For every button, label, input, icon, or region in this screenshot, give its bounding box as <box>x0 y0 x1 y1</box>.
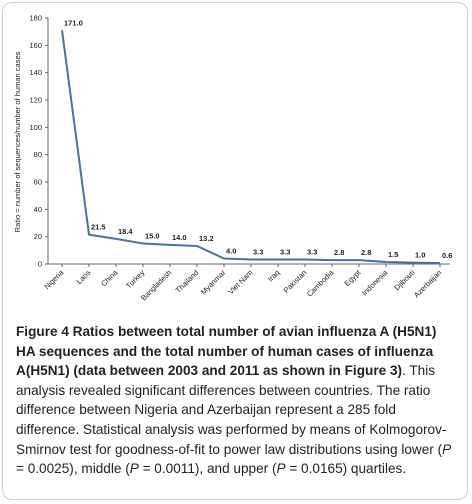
data-label: 4.0 <box>226 247 236 256</box>
figure-frame <box>2 2 468 500</box>
data-label: 14.0 <box>172 233 187 242</box>
x-tick-label: China <box>99 267 120 288</box>
y-tick-label: 20 <box>34 232 42 241</box>
caption-title: Figure 4 Ratios between total number of … <box>16 324 437 379</box>
y-tick-label: 80 <box>34 150 42 159</box>
x-tick-label: Egypt <box>342 267 363 288</box>
x-tick-label: Azerbaijan <box>412 268 443 299</box>
line-chart: Ratio = number of sequences/number of hu… <box>13 14 452 303</box>
y-tick-label: 60 <box>34 178 42 187</box>
y-tick-label: 0 <box>38 260 42 269</box>
caption-text-3: = 0.0011), and upper ( <box>138 461 277 477</box>
x-tick-label: Iraq <box>266 268 282 284</box>
y-tick-label: 180 <box>29 14 42 23</box>
x-tick-label: Cambodia <box>305 267 336 298</box>
y-tick-label: 100 <box>29 123 42 132</box>
data-label: 171.0 <box>64 18 83 27</box>
figure-caption: Figure 4 Ratios between total number of … <box>16 322 456 479</box>
caption-p-3: P <box>276 461 286 477</box>
caption-text-4: = 0.0165) quartiles. <box>285 461 407 477</box>
x-tick-label: Myanmar <box>199 268 228 297</box>
caption-p-2: P <box>129 461 139 477</box>
x-tick-label: Pakistan <box>282 268 309 295</box>
y-tick-label: 120 <box>29 96 42 105</box>
y-axis-label: Ratio = number of sequences/number of hu… <box>13 51 22 232</box>
x-tick-label: Djibouti <box>392 268 416 292</box>
data-label: 1.0 <box>415 251 425 260</box>
data-label: 3.3 <box>307 247 317 256</box>
y-tick-label: 160 <box>29 41 42 50</box>
x-tick-label: Indonesia <box>360 267 390 297</box>
x-tick-label: Turkey <box>124 268 147 291</box>
series-line <box>61 30 441 265</box>
caption-text-1: . This analysis revealed significant dif… <box>16 363 447 457</box>
x-tick-label: Viet Nam <box>226 268 254 296</box>
data-label: 2.8 <box>334 248 344 257</box>
x-tick-label: Thailand <box>174 268 201 295</box>
axes <box>47 18 450 265</box>
y-tick-label: 40 <box>34 205 42 214</box>
y-tick-label: 140 <box>29 68 42 77</box>
data-label: 1.5 <box>388 250 398 259</box>
data-label: 15.0 <box>145 232 160 241</box>
data-label: 2.8 <box>361 248 371 257</box>
data-label: 3.3 <box>280 247 290 256</box>
data-label: 21.5 <box>91 223 106 232</box>
x-tick-label: Nigeria <box>42 267 66 291</box>
data-label: 3.3 <box>253 247 263 256</box>
caption-p-1: P <box>442 441 452 457</box>
x-tick-label: Laos <box>75 268 93 286</box>
y-ticks: 0 20 40 60 80 100 120 140 160 180 <box>29 14 48 269</box>
data-label: 18.4 <box>118 227 133 236</box>
data-label: 13.2 <box>199 234 214 243</box>
data-label: 0.6 <box>442 251 452 260</box>
data-labels: 171.0 21.5 18.4 15.0 14.0 13.2 4.0 3.3 3.3 3.3 2.8… <box>64 18 452 260</box>
caption-text-2: = 0.0025), middle ( <box>16 461 130 477</box>
